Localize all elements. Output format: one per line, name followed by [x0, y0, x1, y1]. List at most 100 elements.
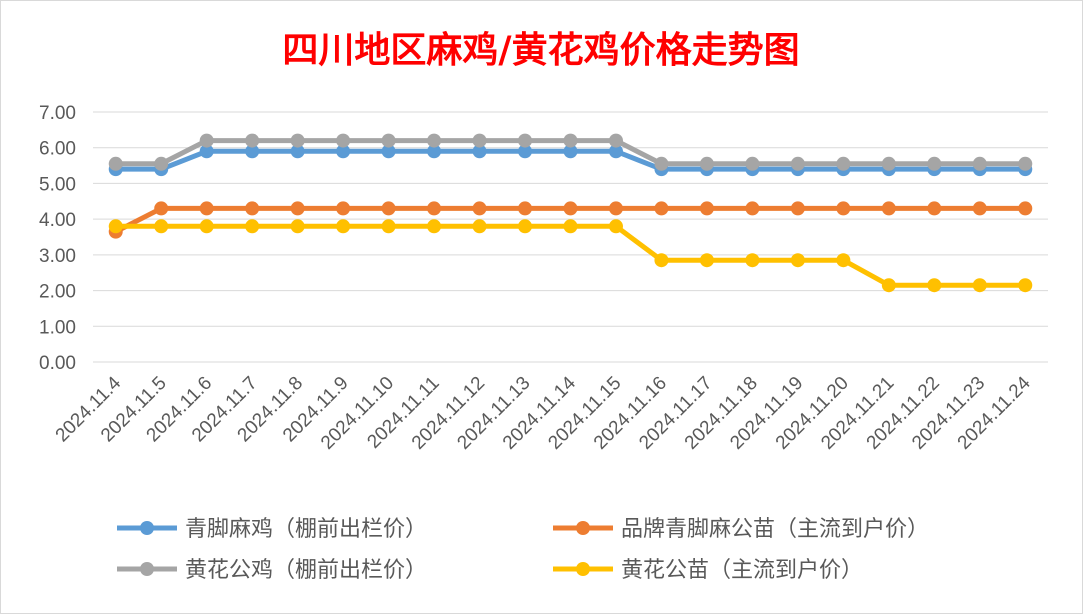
legend-item: 黄花公苗（主流到户价） [553, 558, 863, 583]
y-tick-label: 6.00 [39, 139, 76, 160]
data-point [563, 201, 578, 216]
data-point [972, 278, 987, 293]
data-point [381, 201, 396, 216]
data-point [1018, 156, 1033, 171]
legend: 青脚麻鸡（棚前出栏价） 品牌青脚麻公苗（主流到户价） 黄花公鸡（棚前出栏价） 黄花公苗… [117, 517, 929, 583]
data-point [336, 133, 351, 148]
data-point [427, 219, 442, 234]
data-point [881, 156, 896, 171]
data-point [199, 133, 214, 148]
data-point [881, 201, 896, 216]
x-axis: 2024.11.42024.11.52024.11.62024.11.72024… [52, 372, 1035, 453]
data-point [290, 201, 305, 216]
data-point [1018, 201, 1033, 216]
data-point [836, 156, 851, 171]
data-point [518, 133, 533, 148]
legend-item: 青脚麻鸡（棚前出栏价） [117, 517, 427, 542]
data-point [836, 201, 851, 216]
data-point [1018, 278, 1033, 293]
y-tick-label: 0.00 [39, 353, 76, 374]
data-point [472, 133, 487, 148]
data-point [608, 144, 623, 159]
data-point [336, 201, 351, 216]
data-point [381, 144, 396, 159]
data-point [290, 144, 305, 159]
data-point [336, 144, 351, 159]
data-point [518, 144, 533, 159]
series-1 [108, 201, 1033, 239]
legend-swatch-marker [576, 521, 590, 535]
legend-swatch-marker [140, 562, 154, 576]
data-point [427, 144, 442, 159]
data-point [563, 144, 578, 159]
data-point [199, 201, 214, 216]
data-point [563, 133, 578, 148]
legend-label: 黄花公苗（主流到户价） [621, 558, 863, 583]
data-point [745, 156, 760, 171]
data-point [654, 253, 669, 268]
data-point [699, 201, 714, 216]
data-point [608, 133, 623, 148]
data-point [290, 133, 305, 148]
data-point [381, 133, 396, 148]
legend-label: 黄花公鸡（棚前出栏价） [185, 558, 427, 583]
y-tick-label: 3.00 [39, 246, 76, 267]
data-point [472, 219, 487, 234]
data-point [790, 253, 805, 268]
y-tick-label: 7.00 [39, 103, 76, 124]
legend-label: 青脚麻鸡（棚前出栏价） [185, 517, 427, 542]
data-point [245, 144, 260, 159]
data-point [154, 219, 169, 234]
data-point [427, 201, 442, 216]
y-tick-label: 5.00 [39, 174, 76, 195]
legend-item: 黄花公鸡（棚前出栏价） [117, 558, 427, 583]
data-point [154, 156, 169, 171]
data-point [608, 201, 623, 216]
data-point [563, 219, 578, 234]
data-point [199, 144, 214, 159]
data-point [699, 253, 714, 268]
data-point [518, 219, 533, 234]
data-point [290, 219, 305, 234]
data-point [245, 133, 260, 148]
y-axis: 0.00 1.00 2.00 3.00 4.00 5.00 6.00 7.00 [39, 103, 76, 374]
y-tick-label: 1.00 [39, 317, 76, 338]
legend-swatch-marker [576, 562, 590, 576]
series-2 [108, 133, 1033, 171]
data-point [699, 156, 714, 171]
legend-label: 品牌青脚麻公苗（主流到户价） [621, 517, 929, 542]
legend-item: 品牌青脚麻公苗（主流到户价） [553, 517, 929, 542]
data-point [427, 133, 442, 148]
data-point [790, 201, 805, 216]
y-tick-label: 4.00 [39, 210, 76, 231]
series-line [113, 223, 1028, 288]
data-point [518, 201, 533, 216]
data-point [927, 201, 942, 216]
data-point [790, 156, 805, 171]
y-tick-label: 2.00 [39, 282, 76, 303]
data-point [472, 201, 487, 216]
data-point [836, 253, 851, 268]
data-point [154, 201, 169, 216]
series-3 [108, 219, 1033, 293]
data-point [654, 201, 669, 216]
data-point [108, 219, 123, 234]
data-point [881, 278, 896, 293]
chart-title: 四川地区麻鸡/黄花鸡价格走势图 [282, 29, 799, 71]
data-point [381, 219, 396, 234]
data-point [472, 144, 487, 159]
data-point [972, 156, 987, 171]
data-point [972, 201, 987, 216]
series-layer [108, 133, 1033, 293]
data-point [927, 156, 942, 171]
data-point [745, 201, 760, 216]
data-point [245, 201, 260, 216]
legend-swatch-marker [140, 521, 154, 535]
data-point [654, 156, 669, 171]
data-point [608, 219, 623, 234]
series-0 [108, 144, 1033, 177]
data-point [199, 219, 214, 234]
data-point [927, 278, 942, 293]
data-point [745, 253, 760, 268]
